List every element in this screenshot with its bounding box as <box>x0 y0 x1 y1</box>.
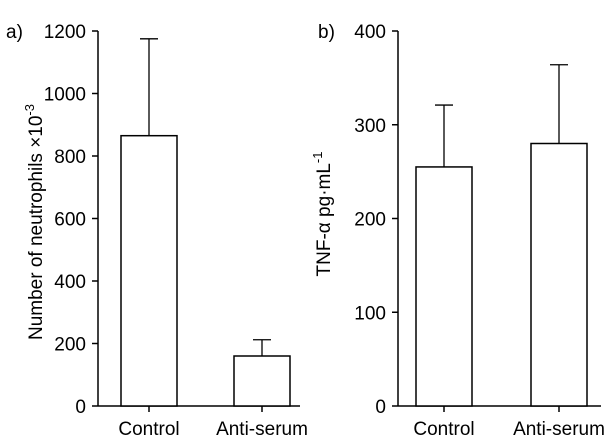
panel-a-category-label: Anti-serum <box>216 419 308 439</box>
panel-b-bars <box>415 64 588 407</box>
panel-b-category-label: Control <box>413 419 474 439</box>
panel-b-y-axis-title: TNF-α pg·mL-1 <box>310 152 335 277</box>
panel-a-y-axis-title: Number of neutrophils ×10-3 <box>22 104 47 340</box>
panel-b-y-tick-label: 0 <box>375 397 386 418</box>
panel-a-y-tick-label: 1000 <box>44 85 86 106</box>
panel-a-y-tick-label: 0 <box>75 397 86 418</box>
panel-a-y-tick-label: 800 <box>54 147 86 168</box>
panel-a-y-tick-label: 600 <box>54 210 86 231</box>
panel-b-y-tick-label: 300 <box>354 116 386 137</box>
panel-a-bars <box>120 38 291 407</box>
panel-b-y-tick-label: 400 <box>354 22 386 43</box>
panel-a-y-tick-label: 200 <box>54 335 86 356</box>
panel-a-bar <box>120 134 178 407</box>
panel-a-category-label: Control <box>118 419 179 439</box>
panel-b: b) TNF-α pg·mL-1 0 100 200 300 400 Control Ant… <box>310 22 605 439</box>
panel-b-bar <box>415 166 473 407</box>
panel-b-y-tick-label: 100 <box>354 303 386 324</box>
panel-b-category-label: Anti-serum <box>513 419 605 439</box>
panel-a-y-tick-label: 1200 <box>44 22 86 43</box>
panel-b-bar <box>530 142 588 407</box>
panel-b-y-tick-label: 200 <box>354 210 386 231</box>
panel-b-label: b) <box>318 22 335 43</box>
panel-a-y-tick-label: 400 <box>54 272 86 293</box>
panel-a-label: a) <box>6 22 23 43</box>
panel-a: a) Number of neutrophils ×10-3 0 200 400 60… <box>6 22 308 439</box>
panel-a-axes: 0 200 400 600 800 1000 1200 Control Anti-serum <box>44 22 308 439</box>
panel-a-bar <box>233 355 291 407</box>
